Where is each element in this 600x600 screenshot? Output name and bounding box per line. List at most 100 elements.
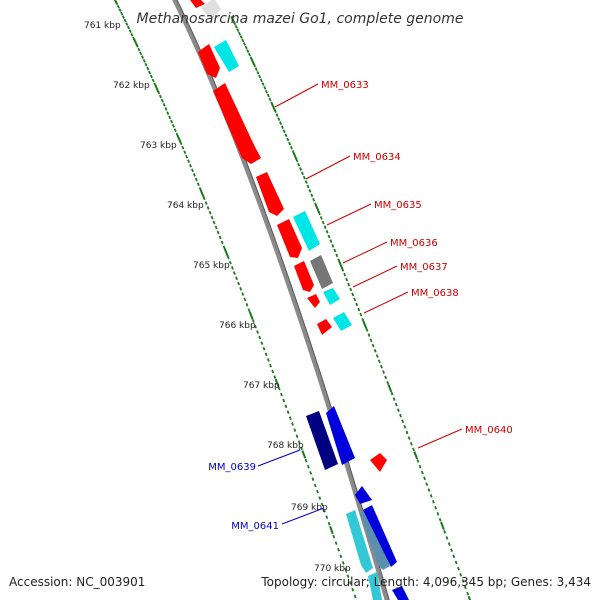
ring-tick: [359, 312, 363, 317]
ring-tick: [192, 173, 196, 177]
ring-tick: [247, 52, 251, 57]
ring-tick: [208, 210, 212, 215]
ring-tick: [176, 134, 182, 143]
accession-text: Accession: NC_003901: [9, 575, 145, 589]
ring-tick: [445, 536, 449, 540]
ring-tick: [282, 129, 286, 134]
ring-tick: [293, 428, 297, 432]
ring-tick: [467, 595, 472, 600]
ring-tick: [160, 98, 164, 103]
gene-label[interactable]: MM_0634: [353, 152, 401, 163]
ring-tick: [234, 24, 238, 29]
gene-label[interactable]: MM_0641: [231, 521, 279, 532]
gene-feature[interactable]: [310, 255, 333, 289]
ring-tick: [401, 419, 405, 424]
ring-tick: [236, 28, 240, 32]
ring-tick: [183, 150, 187, 155]
ring-tick: [258, 335, 262, 340]
ring-tick: [299, 167, 303, 171]
ring-tick: [323, 225, 327, 229]
ring-tick: [223, 248, 229, 257]
ring-tick: [321, 220, 325, 225]
ring-tick: [412, 447, 415, 452]
gene-label[interactable]: MM_0635: [374, 200, 422, 211]
ring-tick: [241, 292, 245, 296]
gene-feature[interactable]: [368, 572, 382, 600]
gene-feature[interactable]: [355, 486, 372, 504]
gene-feature[interactable]: [333, 312, 352, 331]
ring-tick: [317, 211, 321, 216]
ring-tick: [407, 436, 411, 440]
ring-tick: [259, 78, 263, 83]
gene-feature[interactable]: [370, 453, 387, 472]
gene-label[interactable]: MM_0637: [400, 262, 448, 273]
ring-tick: [297, 162, 301, 167]
gene-feature[interactable]: [317, 319, 332, 335]
ring-tick: [434, 505, 438, 510]
tick-label: 770 kbp: [314, 564, 351, 574]
gene-label[interactable]: MM_0640: [465, 425, 513, 436]
ring-tick: [362, 320, 368, 329]
ring-tick: [228, 260, 232, 265]
ring-tick: [212, 220, 216, 225]
gene-label[interactable]: MM_0639: [208, 462, 256, 473]
gene-feature[interactable]: [214, 40, 239, 72]
ring-tick: [325, 515, 329, 520]
ring-tick: [394, 402, 398, 407]
ring-tick: [300, 446, 303, 451]
ring-tick: [329, 239, 333, 243]
ring-tick: [295, 434, 299, 438]
gene-label[interactable]: MM_0636: [390, 238, 438, 249]
gene-feature[interactable]: [213, 83, 261, 164]
gene-label[interactable]: MM_0638: [411, 288, 459, 299]
ring-tick: [251, 319, 255, 323]
ring-tick: [275, 113, 279, 117]
gene-feature[interactable]: [190, 0, 205, 8]
ring-tick: [269, 363, 272, 368]
ring-tick: [333, 248, 337, 253]
gene-feature[interactable]: [277, 219, 302, 258]
ring-tick: [248, 311, 254, 320]
ring-tick: [292, 152, 298, 161]
ring-tick: [242, 42, 246, 46]
ring-tick: [226, 255, 230, 260]
gene-feature[interactable]: [363, 505, 397, 567]
gene-feature[interactable]: [392, 586, 409, 600]
gene-feature[interactable]: [306, 411, 338, 470]
ring-tick: [288, 141, 292, 146]
ring-tick: [369, 338, 373, 343]
ring-tick: [392, 397, 396, 401]
ring-tick: [270, 103, 277, 112]
ring-tick: [440, 521, 445, 530]
ring-tick: [382, 370, 385, 374]
gene-label[interactable]: MM_0633: [321, 80, 369, 91]
ring-tick: [187, 159, 191, 164]
gene-feature[interactable]: [294, 261, 314, 292]
gene-feature[interactable]: [326, 406, 355, 465]
gene-feature[interactable]: [256, 172, 284, 216]
ring-tick: [268, 97, 272, 102]
ring-tick: [194, 177, 198, 182]
ring-tick: [149, 74, 153, 79]
gene-feature[interactable]: [323, 288, 340, 305]
gene-feature[interactable]: [198, 44, 220, 78]
gene-feature[interactable]: [293, 211, 320, 251]
ring-tick: [263, 86, 267, 90]
ring-tick: [323, 508, 326, 513]
map-title: Methanosarcina mazei Go1, complete genom…: [137, 11, 464, 27]
gene-feature[interactable]: [346, 510, 373, 573]
ring-tick: [331, 244, 335, 248]
ring-tick: [206, 206, 210, 210]
ring-tick: [291, 422, 294, 426]
ring-tick: [355, 302, 359, 307]
ring-tick: [139, 51, 143, 56]
ring-tick: [443, 530, 447, 534]
ring-tick: [344, 567, 347, 572]
ring-tick: [343, 272, 347, 277]
gene-feature[interactable]: [307, 294, 320, 308]
gene-feature[interactable]: [201, 0, 221, 20]
ring-tick: [341, 561, 345, 565]
gene-feature[interactable]: [360, 508, 390, 570]
ring-tick: [345, 277, 349, 282]
